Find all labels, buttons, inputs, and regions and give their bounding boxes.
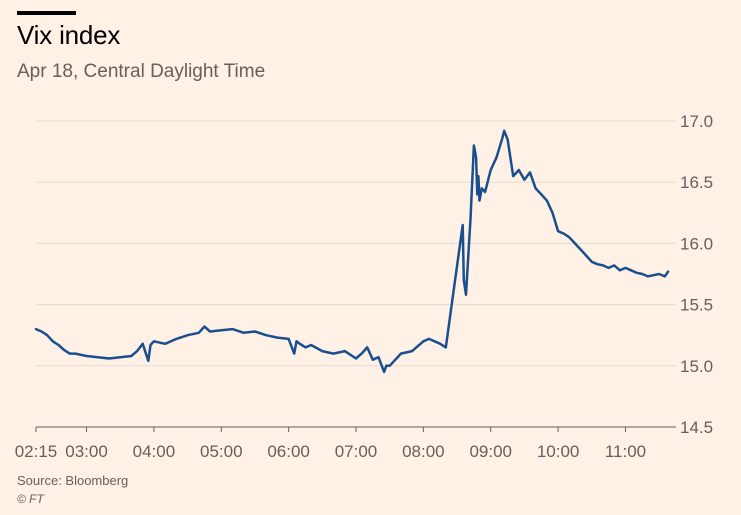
chart-subtitle: Apr 18, Central Daylight Time: [17, 61, 266, 82]
x-tick-label: 09:00: [469, 442, 512, 461]
y-tick-label: 17.0: [680, 112, 713, 131]
source-note: Source: Bloomberg: [17, 473, 129, 488]
y-tick-label: 15.5: [680, 296, 713, 315]
x-tick-label: 06:00: [267, 442, 310, 461]
x-tick-label: 11:00: [605, 442, 646, 461]
chart-title: Vix index: [17, 20, 121, 50]
y-tick-label: 14.5: [680, 418, 713, 437]
y-tick-label: 15.0: [680, 357, 713, 376]
series-layer: [34, 129, 670, 374]
x-tick-label: 07:00: [335, 442, 378, 461]
x-axis-ticks: 02:15 03:00 04:00 05:00 06:00 07:00 08:00 09:00…: [15, 427, 646, 461]
x-tick-label: 03:00: [65, 442, 108, 461]
title-accent-bar: [17, 11, 76, 15]
series-line-vix: [34, 129, 670, 374]
x-tick-label: 05:00: [200, 442, 243, 461]
x-tick-label: 04:00: [133, 442, 176, 461]
y-tick-label: 16.0: [680, 234, 713, 253]
x-tick-label: 02:15: [15, 442, 58, 461]
x-tick-label: 10:00: [537, 442, 580, 461]
y-axis-tick-labels: 17.0 16.5 16.0 15.5 15.0 14.5: [680, 112, 713, 437]
y-tick-label: 16.5: [680, 173, 713, 192]
gridlines: [36, 120, 676, 428]
copyright-note: © FT: [17, 492, 44, 506]
x-tick-label: 08:00: [402, 442, 445, 461]
